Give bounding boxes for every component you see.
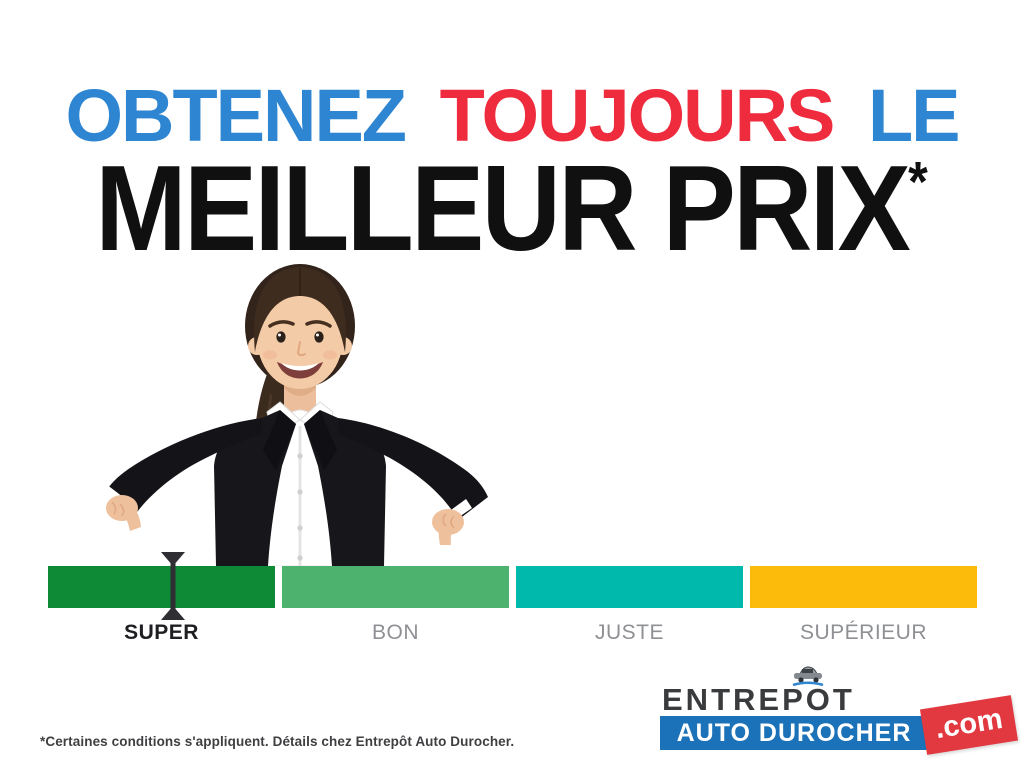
logo-entrepot-text: ENTREPOT xyxy=(662,682,855,717)
scale-label-juste: JUSTE xyxy=(594,621,664,644)
scale-segment-juste xyxy=(516,566,743,608)
car-icon xyxy=(792,666,824,686)
price-marker-icon xyxy=(161,552,185,620)
logo-auto-durocher-banner: AUTO DUROCHER xyxy=(660,716,928,750)
price-scale-labels: SUPER BON JUSTE SUPÉRIEUR xyxy=(48,618,977,648)
headline-asterisk: * xyxy=(908,150,929,213)
disclaimer-text: *Certaines conditions s'appliquent. Déta… xyxy=(40,734,515,749)
price-scale-bar xyxy=(48,566,977,608)
scale-segment-super xyxy=(48,566,275,608)
headline-main-text: MEILLEUR PRIX xyxy=(95,140,912,276)
headline-word-3: LE xyxy=(867,74,961,157)
scale-segment-bon xyxy=(282,566,509,608)
scale-label-bon: BON xyxy=(371,621,419,644)
woman-pointing-image xyxy=(100,264,488,566)
headline: OBTENEZ TOUJOURS LE MEILLEUR PRIX* xyxy=(0,79,1024,270)
brand-logo[interactable]: ENTREPOT AUTO DUROCHER .com xyxy=(660,666,1020,766)
headline-line2: MEILLEUR PRIX* xyxy=(96,147,929,269)
scale-label-super: SUPER xyxy=(124,621,199,644)
scale-segment-superieur xyxy=(750,566,977,608)
logo-dotcom-tag[interactable]: .com xyxy=(919,695,1019,755)
headline-word-2: TOUJOURS xyxy=(439,74,836,157)
headline-word-1: OBTENEZ xyxy=(65,74,407,157)
scale-label-superieur: SUPÉRIEUR xyxy=(799,621,928,644)
headline-line1: OBTENEZ TOUJOURS LE xyxy=(0,79,1024,153)
